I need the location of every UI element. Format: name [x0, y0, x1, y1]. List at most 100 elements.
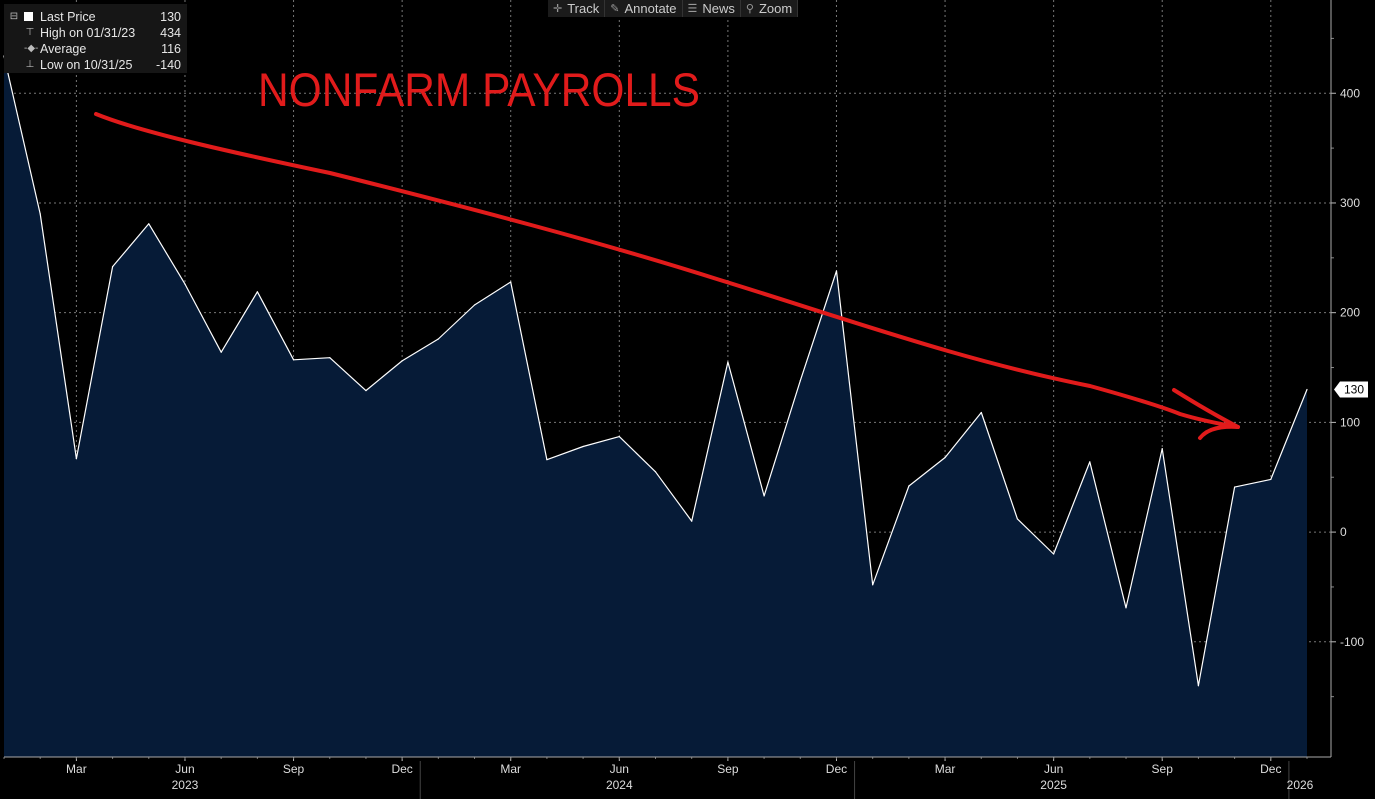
data-point	[1306, 388, 1308, 391]
data-point	[1089, 461, 1091, 463]
legend-high-label: High on 01/31/23	[40, 26, 136, 40]
average-marker-icon: -◆-	[24, 43, 39, 54]
data-point	[1016, 518, 1019, 520]
data-point	[510, 281, 512, 283]
x-tick-label: Mar	[66, 762, 87, 776]
x-tick-label: Jun	[175, 762, 194, 776]
data-point	[365, 389, 367, 392]
data-point	[944, 456, 946, 459]
trend-arrow	[94, 112, 1240, 429]
collapse-icon[interactable]: ⊟	[9, 11, 19, 22]
y-tick-label: 0	[1340, 525, 1347, 539]
y-tick-label: -100	[1340, 635, 1364, 649]
data-point	[691, 520, 693, 522]
y-tick-label: 300	[1340, 196, 1360, 210]
legend-last-label: Last Price	[40, 10, 96, 24]
chart-legend: ⊟ Last Price 130 ⊤ High on 01/31/23 434 …	[4, 4, 187, 73]
data-point	[473, 304, 476, 306]
data-point	[148, 223, 150, 225]
x-axis: Mar Jun Sep Dec Mar Jun Sep Dec Mar Jun Sep Dec 2023…	[3, 756, 1331, 799]
area-fill	[4, 56, 1307, 757]
legend-average: -◆- Average 116	[4, 41, 187, 57]
high-marker-icon: ⊤	[25, 27, 35, 38]
annotation-layer: NONFARM PAYROLLS	[94, 63, 1240, 440]
data-point	[220, 351, 222, 353]
last-value-flag	[1334, 381, 1368, 398]
data-point	[1270, 478, 1272, 481]
data-point	[75, 457, 77, 460]
x-tick-label: Jun	[1044, 762, 1063, 776]
legend-low-value: -140	[155, 58, 181, 72]
pencil-icon: ✎	[610, 3, 620, 15]
data-point	[582, 445, 584, 448]
legend-avg-value: 116	[161, 42, 181, 56]
data-point	[546, 459, 548, 461]
x-tick-label: Sep	[283, 762, 305, 776]
x-tick-label: Jun	[610, 762, 629, 776]
data-point	[401, 360, 403, 362]
data-point	[1197, 685, 1200, 687]
x-tick-label: Dec	[1260, 762, 1281, 776]
data-point	[872, 584, 874, 586]
data-point	[256, 291, 258, 293]
data-point	[799, 380, 801, 382]
year-label: 2024	[606, 778, 633, 792]
data-point	[835, 270, 838, 272]
zoom-icon: ⚲	[745, 3, 754, 15]
data-point	[763, 495, 765, 497]
data-point	[727, 361, 729, 363]
crosshair-icon: ✛	[553, 3, 563, 15]
legend-low-label: Low on 10/31/25	[40, 58, 133, 72]
x-tick-label: Mar	[935, 762, 956, 776]
plot-area	[3, 55, 1308, 757]
legend-low: ⊥ Low on 10/31/25 -140	[4, 57, 187, 73]
data-point	[329, 357, 331, 359]
chart-toolbar: ✛ Track ✎ Annotate ☰ News ⚲ Zoom	[548, 0, 799, 17]
track-label: Track	[567, 1, 600, 16]
legend-last-price[interactable]: ⊟ Last Price 130	[4, 9, 187, 25]
trend-arrow-head	[1172, 388, 1240, 440]
data-point	[1234, 486, 1236, 488]
news-button[interactable]: ☰ News	[683, 0, 741, 17]
x-tick-label: Dec	[391, 762, 412, 776]
data-point	[1125, 607, 1127, 609]
data-point	[980, 411, 982, 414]
legend-high-value: 434	[160, 26, 181, 40]
last-value-label: 130	[1344, 382, 1364, 396]
annotate-button[interactable]: ✎ Annotate	[605, 0, 683, 17]
data-point	[618, 436, 620, 438]
zoom-button[interactable]: ⚲ Zoom	[741, 0, 799, 17]
data-point	[292, 359, 295, 361]
news-icon: ☰	[687, 3, 698, 15]
data-point	[908, 485, 910, 487]
annotation-text: NONFARM PAYROLLS	[258, 63, 700, 116]
data-point	[437, 338, 439, 340]
news-label: News	[702, 1, 735, 16]
y-tick-label: 400	[1340, 86, 1360, 100]
low-marker-icon: ⊥	[25, 59, 35, 70]
x-tick-label: Dec	[826, 762, 847, 776]
x-tick-label: Sep	[717, 762, 739, 776]
year-label: 2026	[1287, 778, 1314, 792]
legend-checkbox[interactable]	[24, 9, 33, 25]
y-axis: -100 0 100 200 300 400 130	[1330, 0, 1368, 757]
data-point	[1161, 448, 1163, 450]
data-point	[1053, 553, 1055, 555]
year-label: 2025	[1040, 778, 1067, 792]
data-point	[184, 283, 186, 285]
data-point	[111, 265, 114, 268]
y-tick-label: 100	[1340, 415, 1360, 429]
year-label: 2023	[172, 778, 199, 792]
annotate-label: Annotate	[624, 1, 677, 16]
data-point	[654, 471, 657, 473]
zoom-label: Zoom	[758, 1, 793, 16]
y-tick-label: 200	[1340, 306, 1360, 320]
x-tick-label: Sep	[1152, 762, 1174, 776]
legend-last-value: 130	[160, 10, 181, 24]
track-button[interactable]: ✛ Track	[548, 0, 606, 17]
legend-high: ⊤ High on 01/31/23 434	[4, 25, 187, 41]
x-tick-label: Mar	[500, 762, 521, 776]
data-point	[39, 213, 41, 215]
legend-avg-label: Average	[40, 42, 87, 56]
